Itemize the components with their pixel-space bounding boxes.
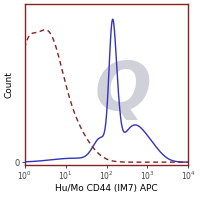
Text: Q: Q [95,58,151,124]
Y-axis label: Count: Count [4,71,13,98]
X-axis label: Hu/Mo CD44 (IM7) APC: Hu/Mo CD44 (IM7) APC [55,184,158,193]
